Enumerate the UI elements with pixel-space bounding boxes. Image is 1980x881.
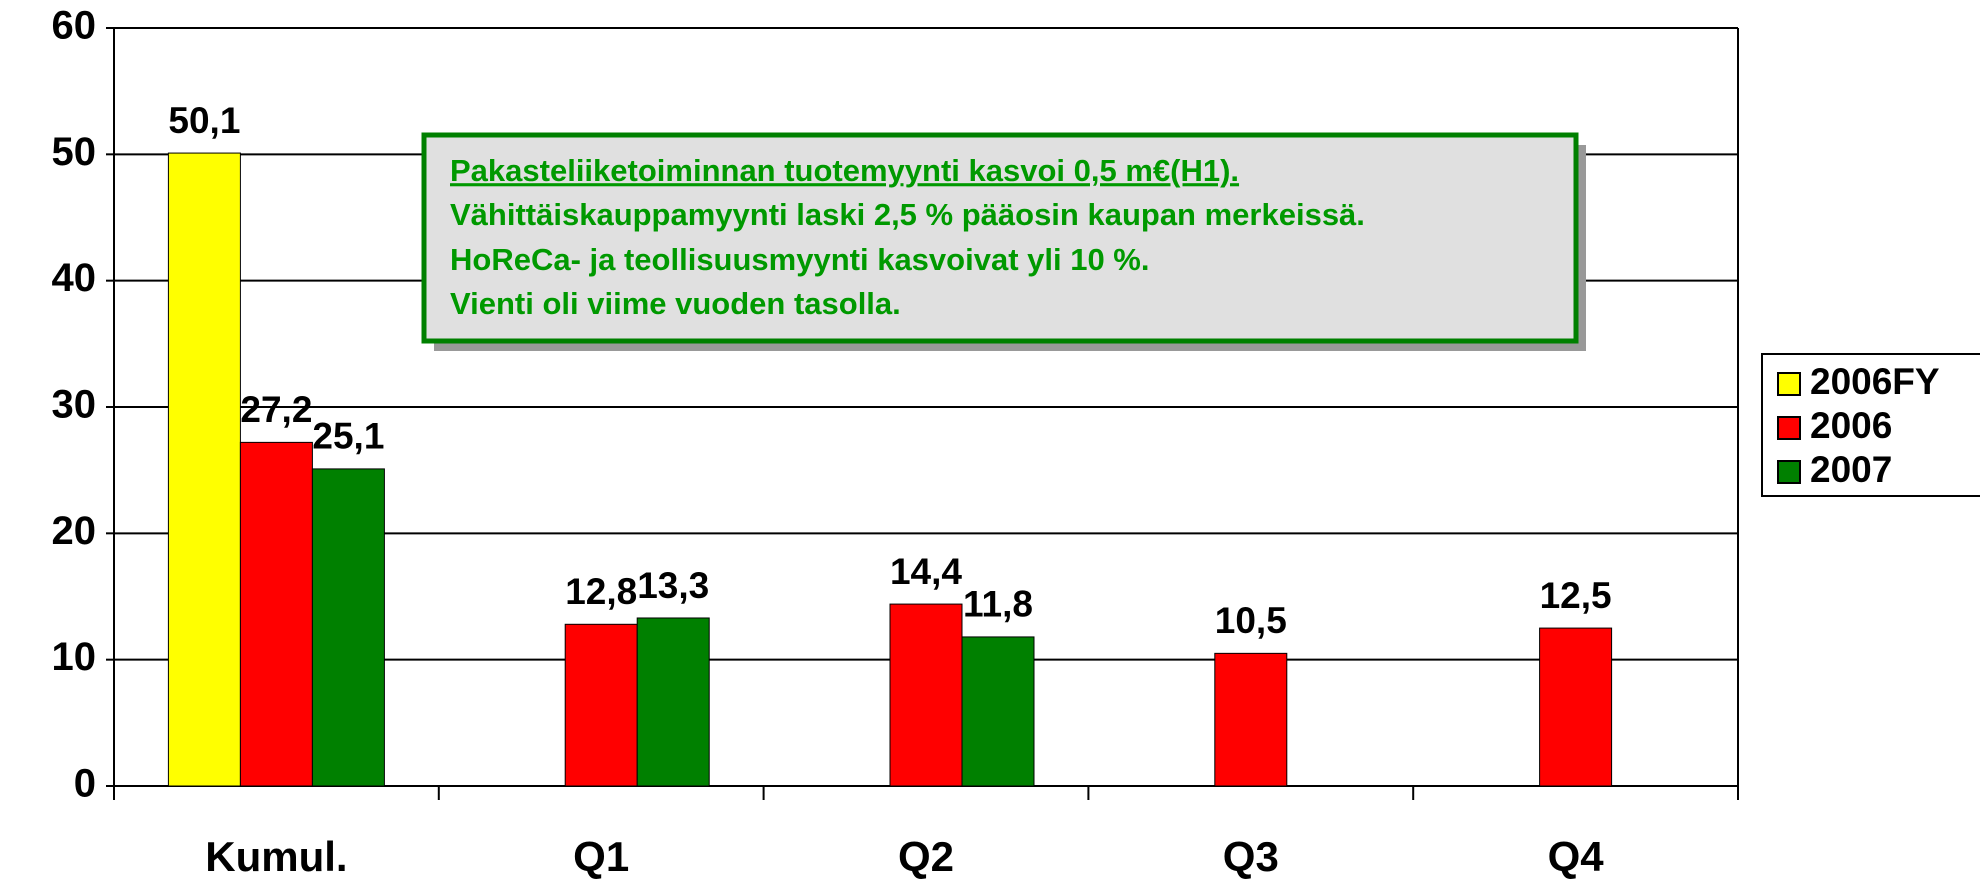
x-tick-label: Kumul.	[205, 833, 347, 880]
legend-label: 2006	[1810, 405, 1892, 446]
data-label: 13,3	[637, 565, 709, 606]
y-tick-label: 30	[52, 383, 97, 427]
x-tick-label: Q4	[1548, 833, 1605, 880]
bar	[961, 636, 1035, 787]
x-tick-label: Q1	[573, 833, 629, 880]
bars	[167, 152, 1613, 787]
data-label: 12,5	[1540, 575, 1612, 616]
annotation-frame	[421, 132, 1579, 344]
legend-swatch	[1777, 460, 1801, 484]
y-tick-label: 10	[52, 635, 97, 679]
legend-label: 2006FY	[1810, 361, 1940, 402]
bar	[1214, 652, 1288, 787]
bar	[311, 468, 385, 787]
bar	[889, 603, 963, 787]
legend-label: 2007	[1810, 449, 1892, 490]
bar	[239, 441, 313, 787]
annotation-line: Vienti oli viime vuoden tasolla.	[450, 286, 901, 321]
x-tick-label: Q3	[1223, 833, 1279, 880]
data-label: 27,2	[240, 389, 312, 430]
bar	[564, 623, 638, 787]
labels: Kumul. 50,1 27,225,1 Q1 12,8 13,3 Q2 14,411,8 Q3…	[168, 100, 1611, 880]
y-tick-label: 0	[74, 762, 96, 806]
legend-swatch	[1777, 416, 1801, 440]
legend-swatch	[1777, 372, 1801, 396]
annotation-line: Pakasteliiketoiminnan tuotemyynti kasvoi…	[450, 153, 1239, 188]
data-label: 25,1	[312, 416, 384, 457]
x-tick-label: Q2	[898, 833, 954, 880]
y-tick-label: 50	[52, 130, 97, 174]
y-tick-label: 20	[52, 509, 97, 553]
data-label: 50,1	[168, 100, 240, 141]
bar	[636, 617, 710, 787]
annotation-line: HoReCa- ja teollisuusmyynti kasvoivat yl…	[450, 242, 1149, 277]
data-label: 10,5	[1215, 600, 1287, 641]
data-label: 12,8	[565, 571, 637, 612]
annotation-line: Vähittäiskauppamyynti laski 2,5 % pääosi…	[450, 197, 1365, 232]
bar	[167, 152, 241, 787]
data-label: 11,8	[963, 584, 1033, 625]
annotation-box: Pakasteliiketoiminnan tuotemyynti kasvoi…	[421, 132, 1586, 351]
y-tick-label: 40	[52, 256, 97, 300]
bar	[1539, 627, 1613, 787]
y-tick-label: 60	[52, 4, 97, 48]
data-label: 14,4	[890, 551, 962, 592]
